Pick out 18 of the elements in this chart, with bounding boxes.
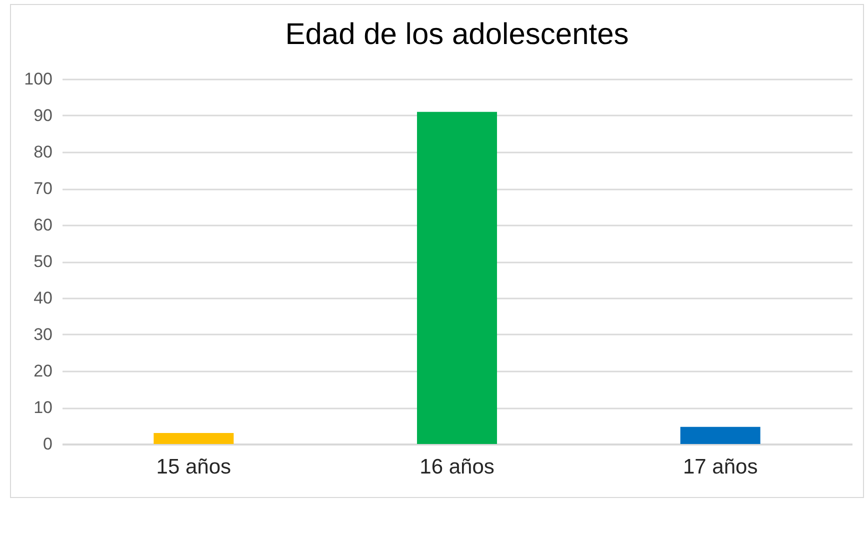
y-tick-label: 40 [34,288,52,308]
y-tick-label: 30 [34,325,52,344]
bar [680,426,760,444]
y-tick-label: 20 [34,362,52,380]
y-tick-label: 10 [34,398,52,417]
y-tick-label: 50 [34,252,52,271]
bar [417,112,497,444]
y-tick-label: 90 [34,106,52,125]
y-tick-label: 0 [43,434,52,454]
y-tick-label: 60 [34,216,52,234]
x-tick-label: 17 años [682,456,758,478]
x-tick-label: 16 años [420,456,494,478]
chart-title: Edad de los adolescentes [285,18,629,51]
y-tick-label: 70 [34,179,52,198]
y-tick-label: 80 [34,142,52,162]
x-tick-label: 15 años [156,456,232,478]
bar [154,433,234,444]
y-tick-label: 100 [24,70,52,88]
